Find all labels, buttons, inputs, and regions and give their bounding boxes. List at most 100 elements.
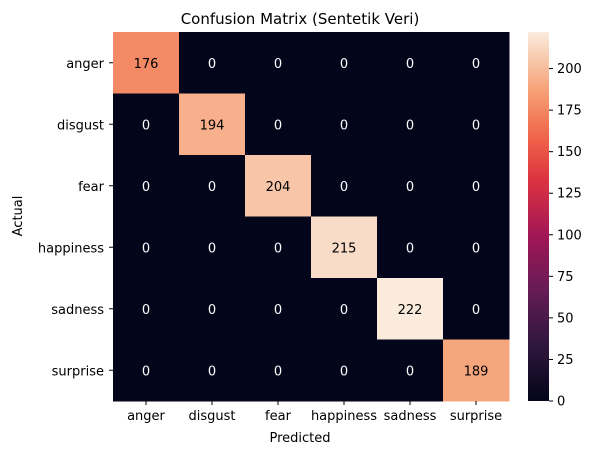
cell-annotation: 0 — [406, 364, 414, 379]
x-tick-label: surprise — [450, 409, 502, 424]
heatmap-cell — [113, 216, 180, 279]
x-tick-label: disgust — [189, 409, 236, 424]
heatmap-cell — [377, 278, 444, 340]
cell-annotations: 176 0 0 0 0 0 0 194 0 0 0 0 0 0 204 0 0 0 0 0 0 215 0 0 0 0 0 0 222 0… — [134, 57, 489, 380]
heatmap-cell — [245, 278, 312, 340]
x-axis-label: Predicted — [269, 431, 330, 446]
cell-annotation: 0 — [208, 241, 216, 256]
cell-annotation: 0 — [208, 57, 216, 72]
heatmap-cell — [311, 216, 378, 279]
heatmap-cell — [113, 155, 180, 217]
heatmap-cell — [245, 32, 312, 94]
cell-annotation: 0 — [472, 118, 480, 133]
colorbar-tick-label: 150 — [557, 145, 582, 160]
y-axis-label: Actual — [11, 196, 26, 237]
cell-annotation: 0 — [274, 118, 282, 133]
cell-annotation: 0 — [274, 241, 282, 256]
cell-annotation: 0 — [340, 303, 348, 318]
y-tick-label: fear — [78, 180, 105, 195]
heatmap-cells — [113, 32, 510, 402]
x-tick-label: fear — [265, 409, 292, 424]
heatmap-cell — [443, 93, 510, 156]
cell-annotation: 0 — [406, 241, 414, 256]
heatmap-cell — [311, 93, 378, 156]
cell-annotation: 0 — [274, 57, 282, 72]
heatmap-cell — [311, 339, 378, 402]
colorbar-tick-label: 125 — [557, 187, 582, 202]
heatmap-cell — [179, 339, 246, 402]
cell-annotation: 0 — [340, 57, 348, 72]
x-tick-label: happiness — [311, 409, 377, 424]
y-tick-label: sadness — [51, 303, 104, 318]
heatmap-cell — [113, 93, 180, 156]
cell-annotation: 0 — [340, 180, 348, 195]
heatmap-cell — [245, 216, 312, 279]
colorbar-tick-label: 0 — [557, 395, 565, 410]
y-tick-label: disgust — [57, 118, 104, 133]
cell-annotation: 0 — [142, 180, 150, 195]
colorbar-tick-label: 25 — [557, 353, 574, 368]
heatmap-cell — [245, 93, 312, 156]
colorbar: 0 25 50 75 100 125 150 175 200 — [528, 32, 582, 410]
cell-annotation: 0 — [274, 303, 282, 318]
heatmap-cell — [245, 155, 312, 217]
heatmap-cell — [377, 216, 444, 279]
heatmap-cell — [311, 155, 378, 217]
cell-annotation: 0 — [406, 180, 414, 195]
cell-annotation: 0 — [340, 118, 348, 133]
heatmap-cell — [377, 339, 444, 402]
cell-annotation: 0 — [142, 364, 150, 379]
heatmap-cell — [443, 278, 510, 340]
heatmap-cell — [377, 155, 444, 217]
heatmap-cell — [443, 216, 510, 279]
cell-annotation: 0 — [208, 180, 216, 195]
heatmap-cell — [311, 278, 378, 340]
y-tick-label: happiness — [38, 241, 104, 256]
cell-annotation: 0 — [142, 303, 150, 318]
cell-annotation: 0 — [208, 364, 216, 379]
y-tick-label: anger — [66, 57, 104, 72]
colorbar-tick-label: 100 — [557, 228, 582, 243]
colorbar-gradient — [528, 32, 549, 401]
cell-annotation: 0 — [274, 364, 282, 379]
heatmap-cell — [443, 155, 510, 217]
cell-annotation: 0 — [142, 241, 150, 256]
y-axis-ticks: anger disgust fear happiness sadness surprise — [38, 57, 113, 379]
cell-annotation: 222 — [398, 303, 423, 318]
cell-annotation: 0 — [406, 57, 414, 72]
heatmap-cell — [377, 93, 444, 156]
y-tick-label: surprise — [52, 364, 104, 379]
cell-annotation: 0 — [340, 364, 348, 379]
x-tick-label: anger — [127, 409, 165, 424]
cell-annotation: 0 — [472, 180, 480, 195]
heatmap-cell — [113, 32, 180, 94]
heatmap-cell — [113, 339, 180, 402]
cell-annotation: 0 — [472, 57, 480, 72]
cell-annotation: 176 — [134, 57, 159, 72]
cell-annotation: 0 — [406, 118, 414, 133]
cell-annotation: 0 — [472, 241, 480, 256]
colorbar-tick-label: 50 — [557, 311, 574, 326]
cell-annotation: 204 — [266, 180, 291, 195]
colorbar-tick-label: 200 — [557, 62, 582, 77]
cell-annotation: 0 — [142, 118, 150, 133]
heatmap-cell — [311, 32, 378, 94]
cell-annotation: 215 — [332, 241, 357, 256]
cell-annotation: 0 — [472, 303, 480, 318]
colorbar-tick-label: 75 — [557, 270, 574, 285]
cell-annotation: 189 — [464, 364, 489, 379]
heatmap-cell — [179, 32, 246, 94]
heatmap-cell — [443, 32, 510, 94]
heatmap-cell — [179, 155, 246, 217]
cell-annotation: 194 — [200, 118, 225, 133]
colorbar-tick-label: 175 — [557, 104, 582, 119]
heatmap-cell — [443, 339, 510, 402]
heatmap-cell — [245, 339, 312, 402]
x-tick-label: sadness — [384, 409, 437, 424]
heatmap-cell — [113, 278, 180, 340]
chart-title: Confusion Matrix (Sentetik Veri) — [181, 10, 420, 28]
cell-annotation: 0 — [208, 303, 216, 318]
heatmap-cell — [377, 32, 444, 94]
x-axis-ticks: anger disgust fear happiness sadness surprise — [127, 401, 502, 424]
